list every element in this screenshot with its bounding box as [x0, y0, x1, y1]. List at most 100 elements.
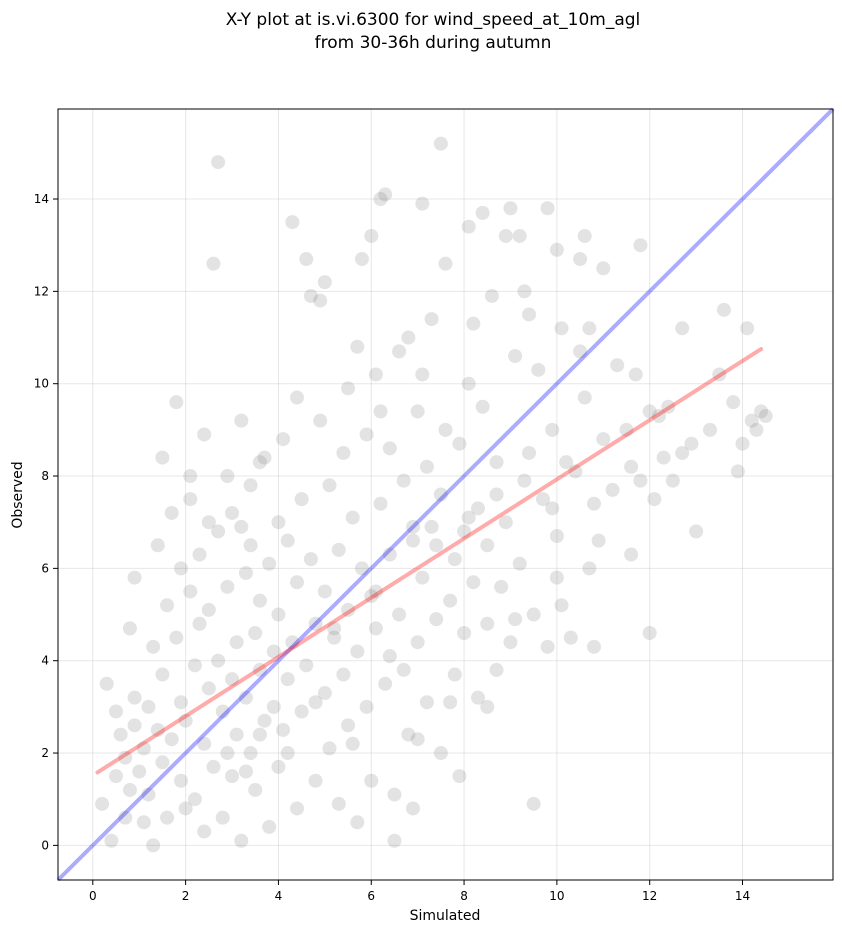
data-point — [410, 635, 425, 650]
data-point — [359, 699, 374, 714]
data-point — [661, 399, 676, 414]
data-point — [410, 732, 425, 747]
data-point — [642, 404, 657, 419]
data-point — [716, 302, 731, 317]
data-point — [146, 838, 161, 853]
data-point — [503, 201, 518, 216]
data-point — [136, 815, 151, 830]
data-point — [289, 390, 304, 405]
data-point — [758, 409, 773, 424]
data-point — [303, 288, 318, 303]
data-point — [545, 422, 560, 437]
data-point — [136, 741, 151, 756]
data-point — [294, 492, 309, 507]
data-point — [141, 699, 156, 714]
data-point — [341, 381, 356, 396]
data-point — [373, 496, 388, 511]
data-point — [313, 413, 328, 428]
data-point — [591, 533, 606, 548]
data-point — [396, 473, 411, 488]
data-point — [651, 409, 666, 424]
data-point — [364, 228, 379, 243]
data-point — [127, 690, 142, 705]
data-point — [341, 602, 356, 617]
data-point — [554, 321, 569, 336]
data-point — [359, 427, 374, 442]
data-point — [276, 432, 291, 447]
data-point — [313, 293, 328, 308]
data-point — [712, 367, 727, 382]
data-point — [345, 510, 360, 525]
data-point — [271, 515, 286, 530]
data-point — [573, 252, 588, 267]
data-point — [303, 552, 318, 567]
data-point — [150, 722, 165, 737]
data-point — [517, 473, 532, 488]
data-point — [633, 473, 648, 488]
data-point — [252, 727, 267, 742]
data-point — [522, 445, 537, 460]
data-point — [248, 782, 263, 797]
data-point — [559, 455, 574, 470]
data-point — [582, 561, 597, 576]
data-point — [164, 732, 179, 747]
data-point — [517, 284, 532, 299]
data-point — [438, 422, 453, 437]
data-point — [461, 376, 476, 391]
data-point — [238, 565, 253, 580]
data-point — [243, 538, 258, 553]
data-point — [109, 704, 124, 719]
reference-lines — [56, 107, 835, 882]
data-point — [531, 362, 546, 377]
data-point — [406, 801, 421, 816]
data-point — [104, 833, 119, 848]
data-point — [197, 427, 212, 442]
data-point — [262, 556, 277, 571]
data-point — [740, 321, 755, 336]
data-point — [447, 667, 462, 682]
data-point — [160, 598, 175, 613]
data-point — [201, 515, 216, 530]
data-point — [443, 593, 458, 608]
data-point — [322, 741, 337, 756]
data-point — [127, 718, 142, 733]
data-point — [415, 196, 430, 211]
data-point — [452, 436, 467, 451]
data-point — [675, 321, 690, 336]
data-point — [484, 288, 499, 303]
y-axis-label: Observed — [10, 461, 26, 528]
data-point — [526, 607, 541, 622]
data-point — [665, 473, 680, 488]
data-point — [535, 492, 550, 507]
chart-title-line-1: X-Y plot at is.vi.6300 for wind_speed_at… — [226, 10, 641, 30]
data-point — [364, 589, 379, 604]
y-tick-label: 12 — [34, 284, 49, 298]
data-point — [350, 339, 365, 354]
data-point — [382, 649, 397, 664]
data-point — [689, 524, 704, 539]
data-point — [480, 699, 495, 714]
data-point — [735, 436, 750, 451]
data-point — [480, 538, 495, 553]
data-point — [642, 626, 657, 641]
data-point — [406, 519, 421, 534]
data-point — [183, 469, 198, 484]
data-point — [573, 344, 588, 359]
data-point — [197, 736, 212, 751]
data-point — [554, 598, 569, 613]
data-point — [211, 653, 226, 668]
data-point — [415, 570, 430, 585]
data-point — [703, 422, 718, 437]
data-point — [587, 639, 602, 654]
y-tick-label: 2 — [41, 746, 49, 760]
data-point — [155, 450, 170, 465]
data-point — [317, 275, 332, 290]
data-point — [220, 579, 235, 594]
data-point — [173, 561, 188, 576]
data-point — [211, 524, 226, 539]
data-point — [605, 482, 620, 497]
data-point — [215, 704, 230, 719]
data-point — [132, 764, 147, 779]
